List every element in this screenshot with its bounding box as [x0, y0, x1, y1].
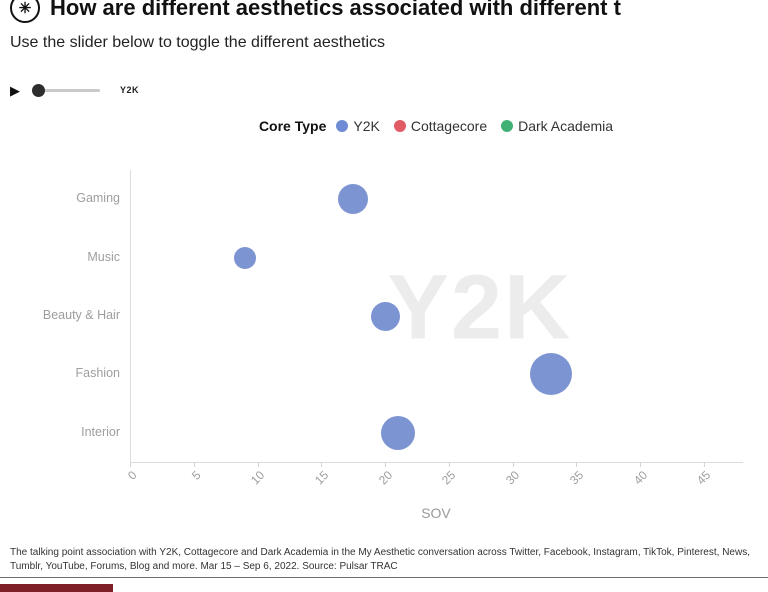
x-axis-tickmark [576, 462, 578, 467]
x-axis-tick-label: 5 [189, 468, 204, 483]
legend-item[interactable]: Dark Academia [501, 118, 613, 134]
legend-dot-icon [501, 120, 514, 132]
legend: Core Type Y2K Cottagecore Dark Academia [130, 118, 742, 134]
y-axis-label: Interior [81, 424, 120, 439]
x-axis-tick-label: 40 [630, 468, 650, 488]
x-axis-tick-label: 0 [125, 468, 140, 483]
slider-value-label: Y2K [120, 85, 140, 95]
y-axis-label: Fashion [75, 366, 120, 381]
x-axis-tickmark [640, 462, 641, 467]
legend-item[interactable]: Cottagecore [393, 118, 488, 134]
legend-dot-icon [393, 120, 406, 132]
slider-knob[interactable] [32, 83, 45, 97]
x-axis-tick-label: 15 [311, 468, 332, 488]
bubble-gaming[interactable] [338, 184, 369, 215]
x-axis-tick-label: 10 [248, 468, 268, 488]
bubble-fashion[interactable] [529, 353, 572, 396]
legend-item[interactable]: Y2K [336, 118, 380, 134]
legend-dot-icon [336, 120, 349, 132]
subtitle: Use the slider below to toggle the diffe… [10, 34, 386, 51]
bubble-interior[interactable] [380, 415, 415, 450]
x-axis-tick-label: 20 [375, 468, 395, 488]
header: ✳ How are different aesthetics associate… [10, 0, 768, 23]
aesthetic-slider: ▶ Y2K [10, 82, 139, 98]
legend-item-label: Dark Academia [518, 118, 614, 134]
y-axis-label: Gaming [76, 191, 120, 206]
legend-title: Core Type [258, 118, 327, 134]
legend-items: Y2K Cottagecore Dark Academia [336, 118, 613, 134]
x-axis-tickmark [385, 462, 386, 467]
x-axis-tickmark [130, 462, 131, 467]
x-axis-tickmark [448, 462, 450, 467]
x-axis-tick-label: 45 [694, 468, 714, 488]
bubble-music[interactable] [233, 246, 256, 269]
x-axis-tickmark [703, 462, 705, 467]
asterisk-logo-icon: ✳ [10, 0, 40, 23]
legend-item-label: Cottagecore [410, 118, 488, 134]
x-axis-tickmark [512, 462, 514, 467]
footer-divider [0, 577, 768, 578]
y-axis-label: Music [87, 249, 120, 264]
x-axis-tickmark [257, 462, 259, 467]
page-title: How are different aesthetics associated … [50, 0, 621, 20]
x-axis-tickmark [193, 462, 195, 467]
chart: Y2K SOV Gaming Music Beauty & Hair Fashion I… [0, 165, 768, 537]
play-icon[interactable]: ▶ [10, 82, 20, 98]
footnote-caption: The talking point association with Y2K, … [10, 547, 750, 572]
x-axis-title: SOV [421, 505, 451, 521]
x-axis-tickmark [321, 462, 323, 467]
chart-watermark: Y2K [387, 256, 573, 359]
x-axis-tick-label: 35 [566, 468, 587, 488]
x-axis-tick-label: 25 [439, 468, 459, 488]
brand-bar [0, 584, 113, 592]
y-axis-label: Beauty & Hair [42, 308, 120, 322]
slider-track[interactable] [32, 83, 100, 97]
legend-item-label: Y2K [353, 118, 380, 134]
x-axis-tick-label: 30 [503, 468, 523, 488]
bubble-beauty-hair[interactable] [370, 301, 400, 331]
plot-area [130, 170, 743, 463]
